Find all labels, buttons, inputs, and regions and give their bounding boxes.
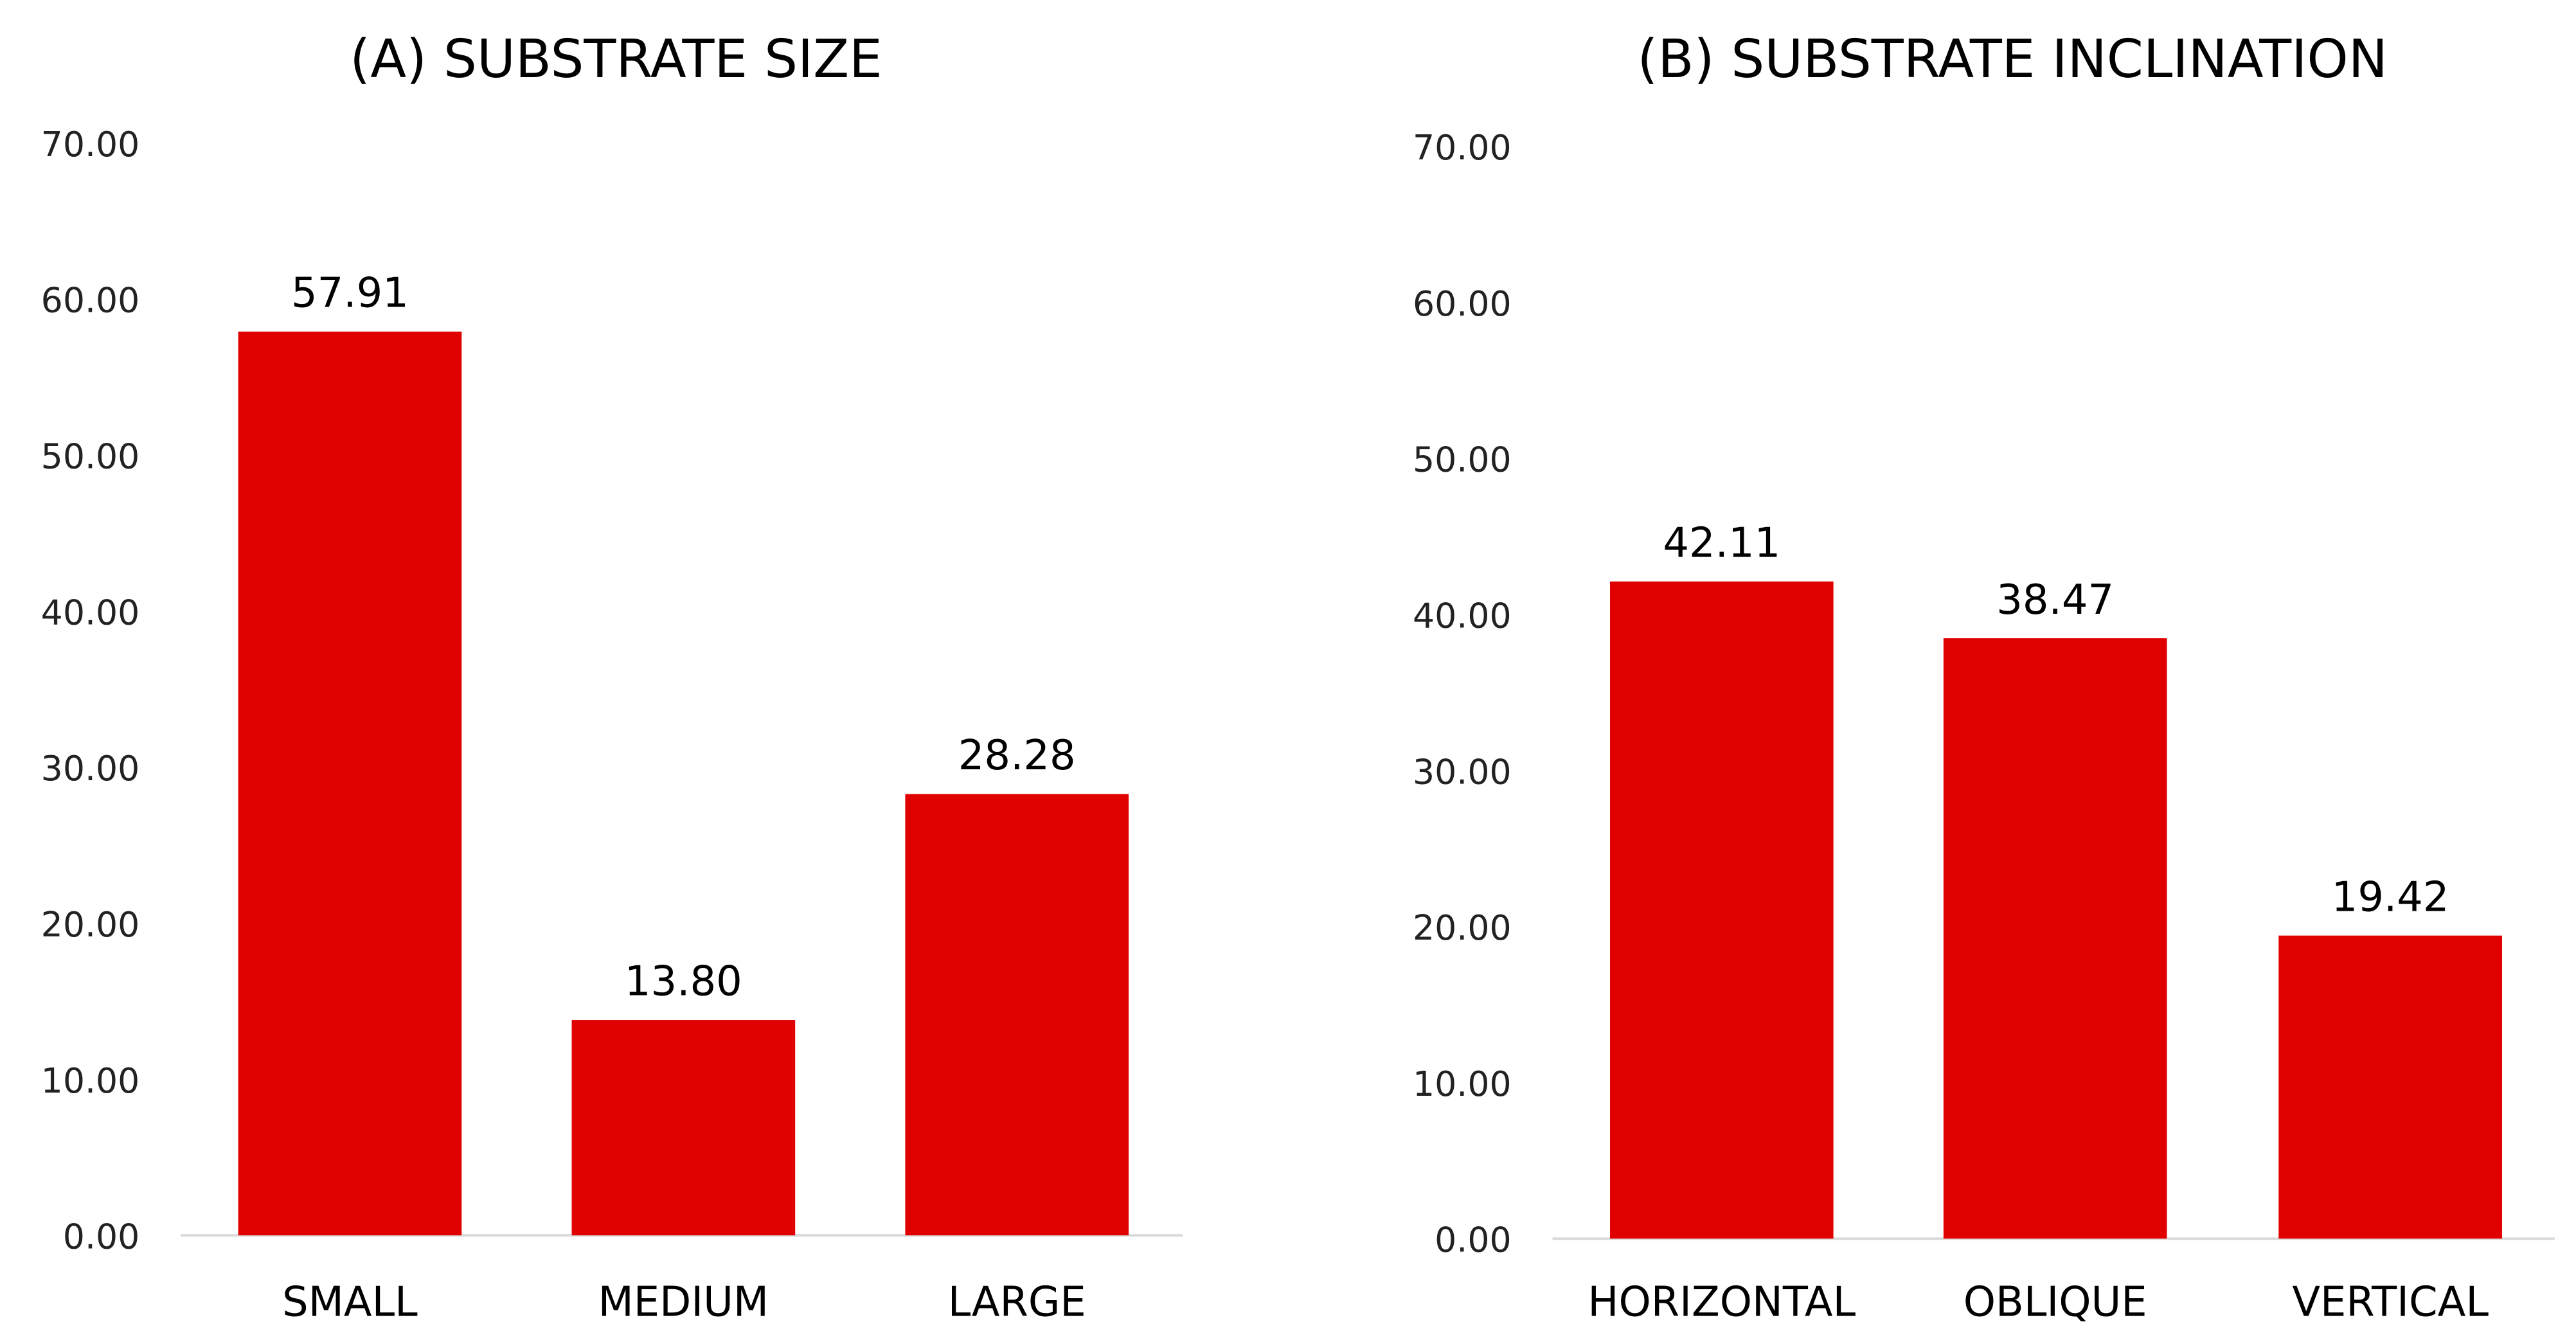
chart-title: (A) SUBSTRATE SIZE (350, 29, 882, 90)
y-tick-label: 50.00 (1413, 440, 1512, 480)
data-label: 28.28 (958, 732, 1076, 780)
y-tick-label: 70.00 (1413, 127, 1512, 168)
bar-medium (571, 1020, 796, 1236)
data-label: 42.11 (1663, 519, 1780, 567)
y-tick-label: 60.00 (41, 280, 140, 321)
y-tick-label: 10.00 (41, 1060, 140, 1101)
bar-oblique (1943, 638, 2167, 1239)
y-tick-label: 0.00 (63, 1217, 139, 1257)
bar-vertical (2278, 935, 2502, 1239)
y-tick-label: 50.00 (41, 436, 140, 476)
y-tick-label: 40.00 (41, 592, 140, 632)
x-category-label: MEDIUM (598, 1278, 769, 1326)
data-label: 19.42 (2332, 873, 2449, 921)
bar-large (905, 794, 1129, 1236)
y-tick-label: 20.00 (41, 904, 140, 945)
y-tick-label: 10.00 (1413, 1064, 1512, 1104)
data-label: 38.47 (1996, 576, 2114, 624)
y-tick-label: 0.00 (1435, 1220, 1511, 1260)
y-tick-label: 30.00 (1413, 751, 1512, 792)
bar-horizontal (1609, 581, 1834, 1239)
bar-small (238, 331, 462, 1236)
chart-title: (B) SUBSTRATE INCLINATION (1638, 29, 2388, 90)
x-category-label: OBLIQUE (1963, 1278, 2147, 1326)
x-category-label: HORIZONTAL (1588, 1278, 1856, 1326)
y-tick-label: 40.00 (1413, 595, 1512, 636)
x-category-label: SMALL (282, 1278, 418, 1326)
data-label: 13.80 (625, 958, 742, 1006)
y-tick-label: 70.00 (41, 124, 140, 165)
x-category-label: VERTICAL (2292, 1278, 2489, 1326)
y-tick-label: 30.00 (41, 748, 140, 789)
data-label: 57.91 (291, 270, 409, 317)
x-category-label: LARGE (948, 1278, 1086, 1326)
y-tick-label: 20.00 (1413, 907, 1512, 948)
y-tick-label: 60.00 (1413, 283, 1512, 324)
